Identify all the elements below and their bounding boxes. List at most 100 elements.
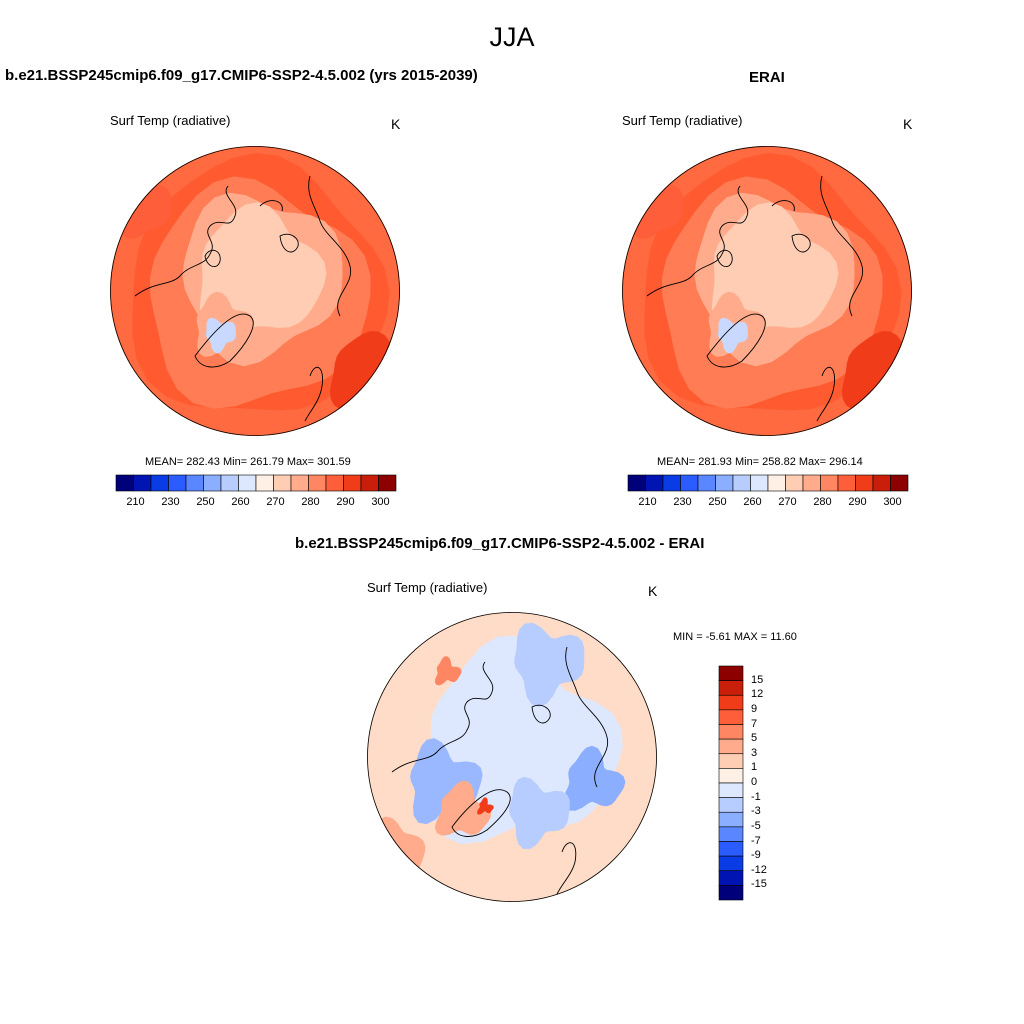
panel2-title: ERAI: [749, 69, 785, 86]
panel2-colorbar-swatch: [715, 474, 734, 492]
panel2-colorbar-tick-label: 260: [743, 496, 762, 508]
panel2-colorbar-tick-label: 210: [638, 496, 657, 508]
panel2-stats: MEAN= 281.93 Min= 258.82 Max= 296.14: [657, 456, 863, 468]
panel2-colorbar-swatch: [697, 474, 716, 492]
panel2-colorbar-swatch: [645, 474, 664, 492]
panel3-colorbar-tick-label: 15: [751, 673, 764, 686]
panel3-colorbar-swatch: [718, 680, 744, 696]
panel2-colorbar-tick-label: 290: [848, 496, 867, 508]
panel3-polar-map: [367, 612, 657, 902]
panel1-polar-map: [110, 146, 400, 436]
panel3-colorbar-swatch: [718, 870, 744, 886]
panel3-colorbar-swatch: [718, 885, 744, 901]
panel2-colorbar-swatch: [785, 474, 804, 492]
panel3-variable-label: Surf Temp (radiative): [367, 580, 488, 595]
panel3-colorbar-tick-label: 12: [751, 688, 764, 701]
panel3-colorbar-swatch: [718, 855, 744, 872]
panel1-colorbar-tick-label: 270: [266, 496, 285, 508]
panel1-colorbar-swatch: [238, 474, 257, 492]
panel1-variable-label: Surf Temp (radiative): [110, 113, 231, 128]
panel3-colorbar-swatch: [718, 709, 744, 725]
panel1-colorbar-swatch: [115, 474, 134, 492]
panel3-colorbar-tick-label: -9: [751, 849, 761, 862]
panel1-colorbar-swatch: [273, 474, 292, 492]
panel2-colorbar-swatch: [855, 474, 874, 492]
panel3-colorbar-tick-label: -3: [751, 805, 761, 818]
panel3-colorbar-tick-label: -1: [751, 790, 761, 803]
panel3-units: K: [648, 583, 658, 599]
panel1-colorbar-swatch: [325, 474, 344, 492]
panel3-colorbar-tick-label: -12: [751, 863, 767, 876]
panel2-colorbar-ticks: 210 230 250 260 270 280 290 300: [628, 496, 908, 510]
panel3-colorbar-swatch: [718, 797, 744, 813]
panel3-colorbar-swatch: [718, 768, 744, 784]
panel3-colorbar-tick-label: -7: [751, 834, 761, 847]
panel1-colorbar-tick-label: 290: [336, 496, 355, 508]
panel1-colorbar-tick-label: 260: [231, 496, 250, 508]
panel3-colorbar-swatch: [718, 811, 744, 828]
panel2-colorbar-tick-label: 270: [778, 496, 797, 508]
panel2-colorbar-swatch: [680, 474, 699, 492]
panel2-variable-label: Surf Temp (radiative): [622, 113, 743, 128]
panel3-colorbar-tick-label: 0: [751, 776, 758, 788]
panel1-colorbar-swatch: [150, 474, 169, 492]
panel2-colorbar: [627, 474, 909, 492]
panel1-colorbar-swatch: [290, 474, 309, 492]
panel1-colorbar-ticks: 210 230 250 260 270 280 290 300: [116, 496, 396, 510]
panel3-colorbar-tick-label: -5: [751, 819, 761, 832]
page-title: JJA: [489, 22, 535, 52]
panel1-colorbar-tick-label: 230: [161, 496, 180, 508]
panel3-title: b.e21.BSSP245cmip6.f09_g17.CMIP6-SSP2-4.…: [295, 535, 705, 552]
panel3-colorbar-swatch: [718, 782, 744, 798]
panel2-colorbar-tick-label: 230: [673, 496, 692, 508]
panel1-colorbar-swatch: [308, 474, 327, 492]
panel1-colorbar-swatch: [360, 474, 379, 492]
panel3-colorbar-swatch: [718, 738, 744, 755]
panel1-colorbar-swatch: [203, 474, 222, 492]
panel1-colorbar-tick-label: 210: [126, 496, 145, 508]
panel1-colorbar-tick-label: 280: [301, 496, 320, 508]
panel2-colorbar-swatch: [750, 474, 769, 492]
panel2-colorbar-swatch: [802, 474, 821, 492]
panel3-colorbar-swatch: [718, 694, 744, 711]
panel3-colorbar-swatch: [718, 753, 744, 769]
panel2-colorbar-swatch: [890, 474, 909, 492]
panel1-colorbar-swatch: [220, 474, 239, 492]
panel3-colorbar-tick-label: -15: [751, 878, 767, 891]
panel1-colorbar-swatch: [185, 474, 204, 492]
panel3-colorbar-tick-label: 9: [751, 702, 758, 715]
panel2-colorbar-swatch: [767, 474, 786, 492]
panel2-colorbar-tick-label: 250: [708, 496, 727, 508]
panel2-colorbar-swatch: [837, 474, 856, 492]
panel2-colorbar-tick-label: 300: [883, 496, 902, 508]
panel2-colorbar-swatch: [872, 474, 891, 492]
panel2-colorbar-swatch: [662, 474, 681, 492]
panel3-colorbar-tick-label: 5: [751, 732, 758, 745]
panel1-colorbar-swatch: [255, 474, 274, 492]
panel1-title: b.e21.BSSP245cmip6.f09_g17.CMIP6-SSP2-4.…: [5, 67, 478, 84]
panel1-colorbar-swatch: [343, 474, 362, 492]
panel3-colorbar-tick-label: 3: [751, 746, 758, 759]
panel2-polar-map: [622, 146, 912, 436]
panel3-colorbar: [718, 665, 744, 901]
panel3-colorbar-tick-label: 1: [751, 761, 758, 774]
panel1-colorbar-tick-label: 250: [196, 496, 215, 508]
panel2-colorbar-swatch: [820, 474, 839, 492]
panel1-colorbar-swatch: [168, 474, 187, 492]
panel1-stats: MEAN= 282.43 Min= 261.79 Max= 301.59: [145, 456, 351, 468]
panel1-colorbar-swatch: [378, 474, 397, 492]
panel1-colorbar-tick-label: 300: [371, 496, 390, 508]
panel3-colorbar-swatch: [718, 826, 744, 842]
panel1-colorbar-swatch: [133, 474, 152, 492]
panel2-units: K: [903, 116, 913, 132]
panel1-units: K: [391, 116, 401, 132]
panel3-colorbar-swatch: [718, 724, 744, 740]
panel1-colorbar: [115, 474, 397, 492]
panel3-colorbar-tick-label: 7: [751, 717, 758, 730]
panel3-colorbar-ticks: 15 12 9 7 5 3 1 0 -1 -3 -5 -7 -9 -12 -15: [751, 666, 781, 900]
panel3-colorbar-swatch: [718, 841, 744, 857]
panel2-colorbar-tick-label: 280: [813, 496, 832, 508]
panel2-colorbar-swatch: [627, 474, 646, 492]
panel3-stats: MIN = -5.61 MAX = 11.60: [673, 631, 797, 643]
panel2-colorbar-swatch: [732, 474, 751, 492]
